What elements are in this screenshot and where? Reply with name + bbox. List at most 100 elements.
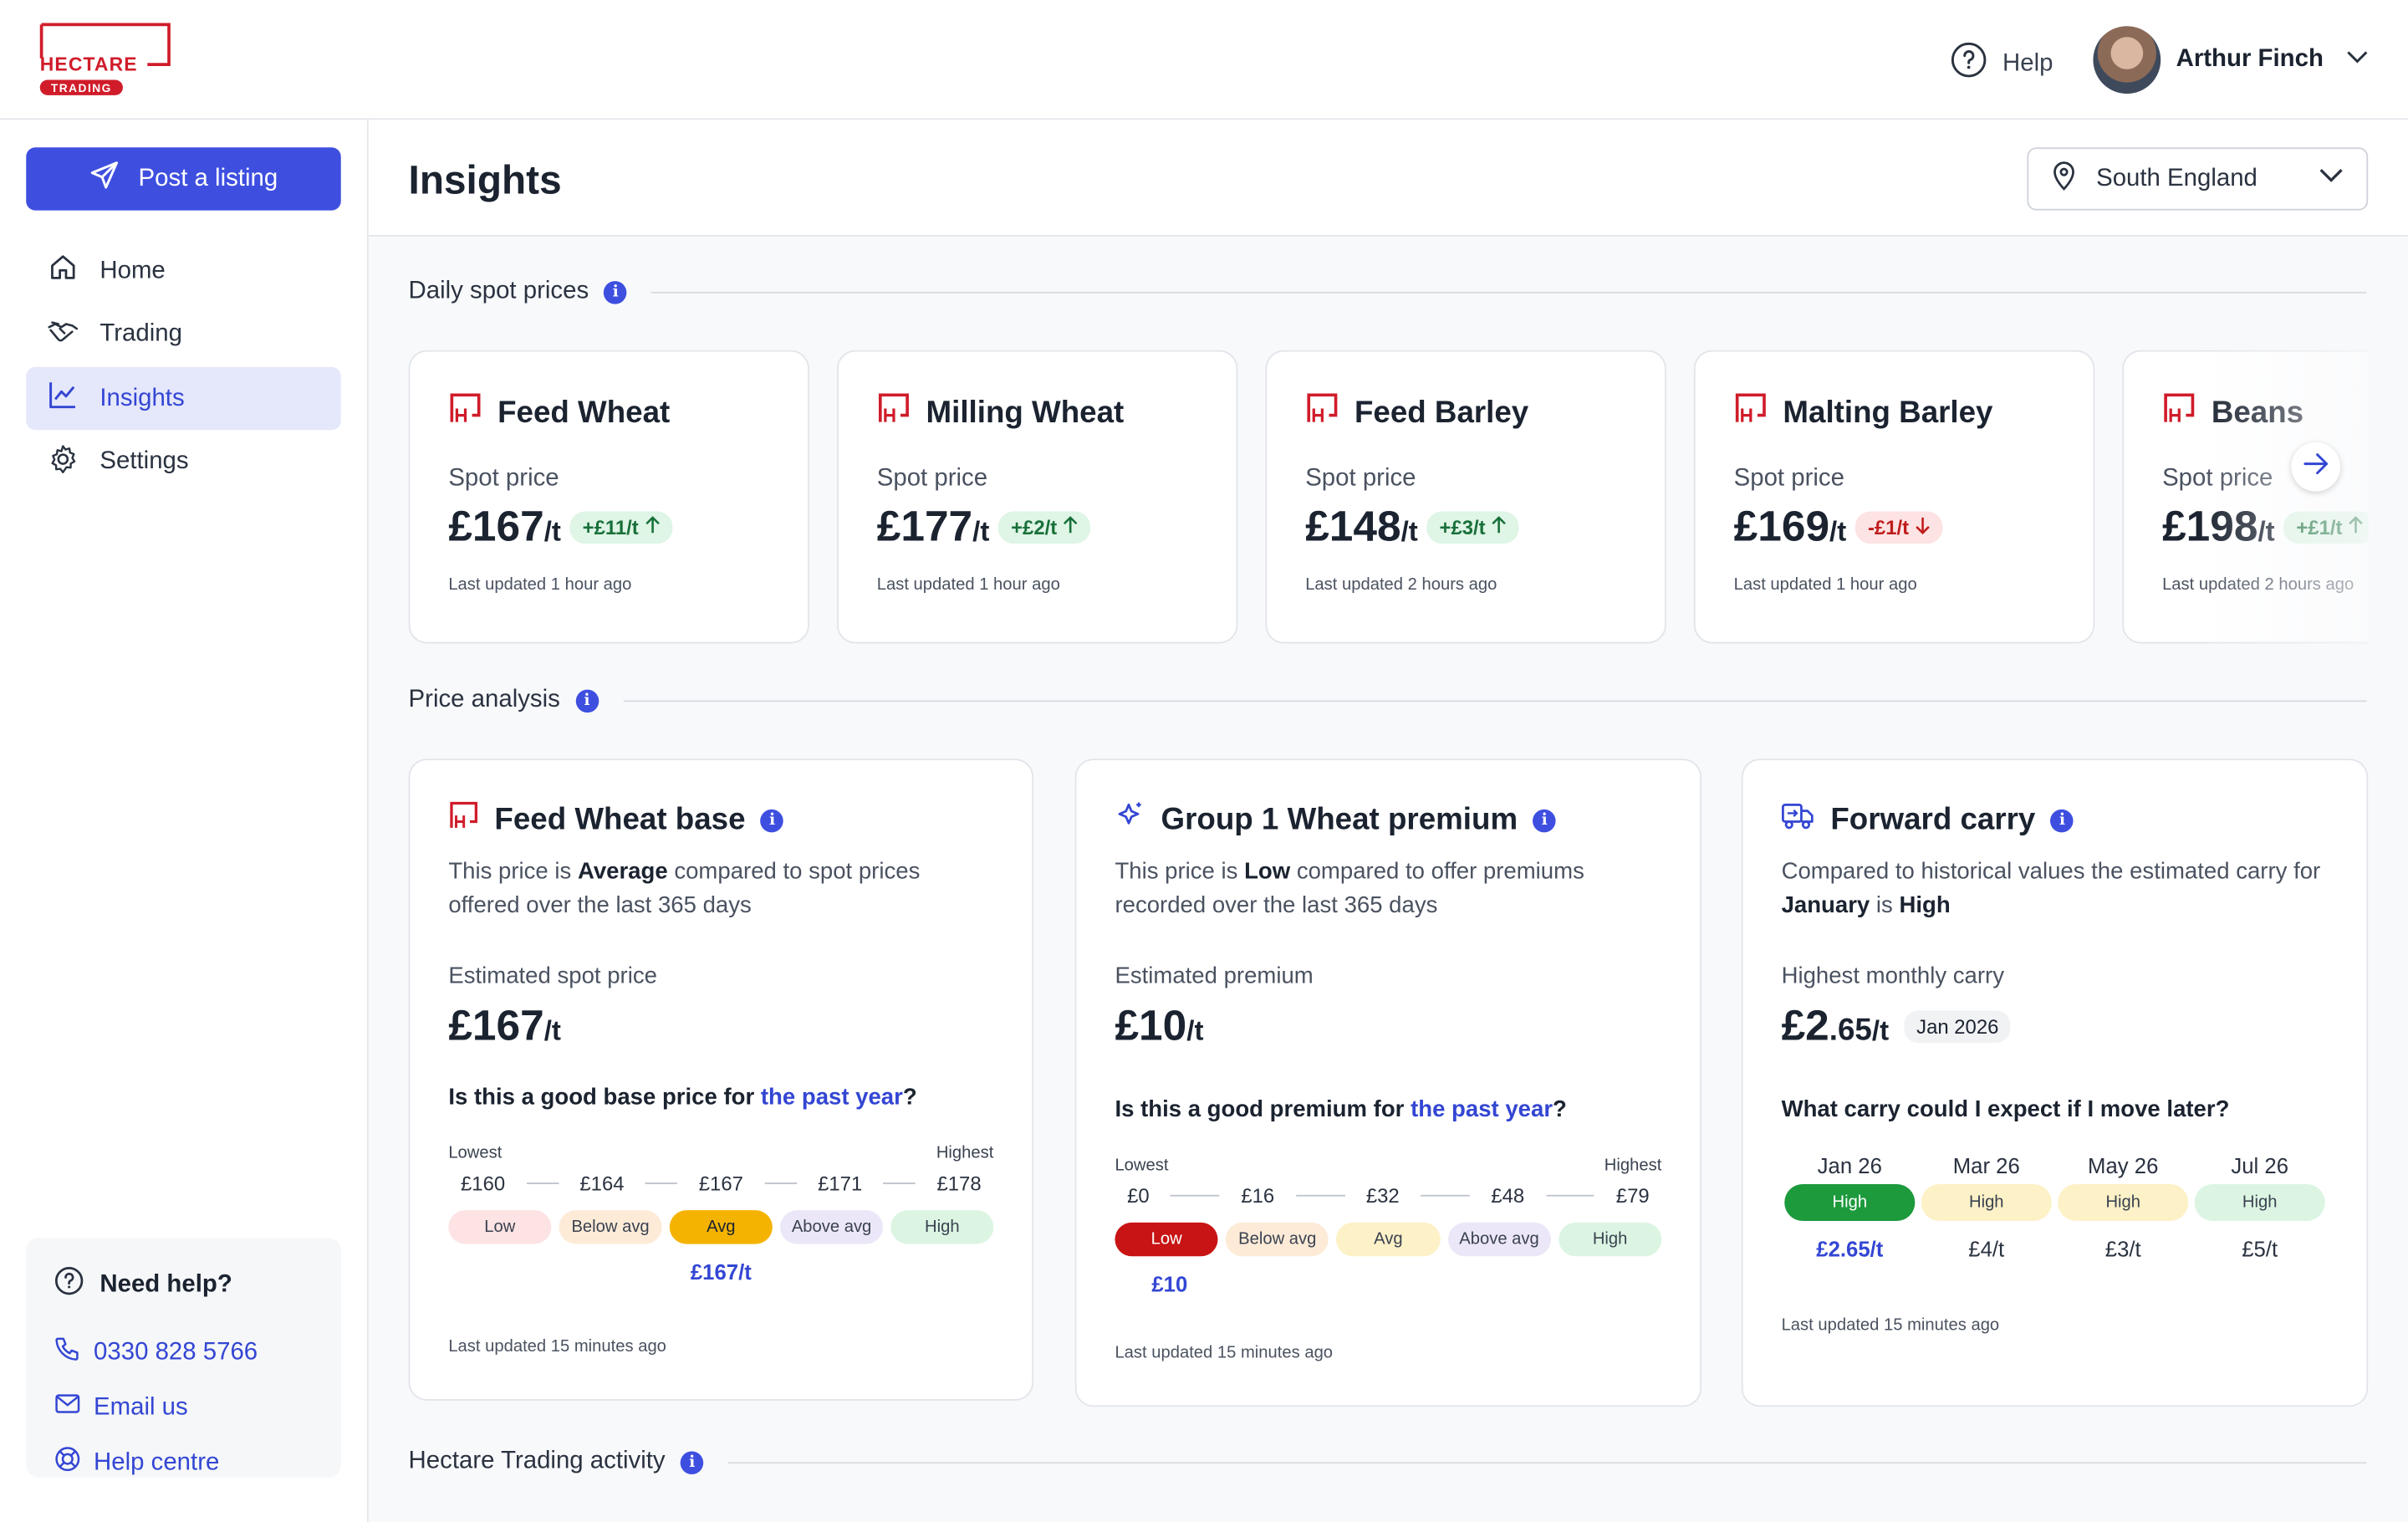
spot-price-label: Spot price [1733, 465, 1844, 492]
sidebar-item-settings[interactable]: Settings [26, 431, 341, 493]
sidebar-item-label: Home [99, 257, 166, 283]
need-help-heading: Need help? [54, 1265, 313, 1304]
card-title: Feed Wheat base [494, 802, 746, 836]
lowest-label: Lowest [448, 1144, 503, 1163]
feed-wheat-base-card: Feed Wheat base i This price is Average … [408, 758, 1034, 1401]
need-help-panel: Need help? 0330 828 5766 Email us Help c… [26, 1238, 341, 1480]
past-year-link[interactable]: the past year [760, 1084, 903, 1111]
home-icon [48, 252, 79, 290]
spot-price-value: £177/t [876, 502, 990, 550]
info-icon[interactable]: i [2050, 808, 2074, 832]
estimated-premium: £10/t [1115, 1001, 1204, 1050]
truck-icon [1782, 800, 1815, 840]
scale-bands: Low Below avg Avg Above avg High [448, 1210, 994, 1244]
carry-value: £2.65/t [1816, 1236, 1884, 1261]
group1-wheat-premium-card: Group 1 Wheat premium i This price is Lo… [1074, 758, 1702, 1407]
divider [623, 699, 2367, 702]
spot-price-label: Spot price [1305, 465, 1416, 492]
crop-name: Feed Wheat [497, 395, 671, 430]
scale-band: High [890, 1210, 994, 1244]
sidebar-item-trading[interactable]: Trading [26, 304, 341, 366]
price-change-badge: +£2/t [998, 510, 1091, 544]
spot-card[interactable]: Malting Barley Spot price £169/t -£1/t Last … [1693, 350, 2095, 644]
carry-month-label: Mar 26 [1952, 1153, 2020, 1178]
help-centre-link[interactable]: Help centre [54, 1445, 313, 1480]
divider [651, 291, 2367, 293]
scale-band: Above avg [780, 1210, 884, 1244]
scale-ticks: £160 £164 £167 £171 £178 [448, 1172, 993, 1195]
last-updated: Last updated 15 minutes ago [1115, 1343, 1334, 1362]
past-year-link[interactable]: the past year [1411, 1096, 1553, 1123]
lowest-label: Lowest [1115, 1156, 1169, 1175]
last-updated: Last updated 1 hour ago [448, 575, 632, 595]
post-listing-button[interactable]: Post a listing [26, 147, 341, 211]
section-trading-activity: Hectare Trading activity i [409, 1448, 2367, 1476]
phone-number: 0330 828 5766 [94, 1338, 258, 1365]
sparkle-icon [1115, 800, 1145, 840]
email-link[interactable]: Email us [54, 1390, 313, 1425]
sidebar-item-label: Insights [99, 385, 185, 411]
spot-price-value: £148/t [1305, 502, 1418, 550]
carry-value: £5/t [2242, 1236, 2278, 1261]
question-text: Is this a good base price for the past y… [448, 1084, 917, 1111]
phone-link[interactable]: 0330 828 5766 [54, 1335, 313, 1370]
carry-month: May 26 High £3/t [2055, 1153, 2191, 1261]
gear-icon [48, 443, 79, 482]
forward-carry-card: Forward carry i Compared to historical v… [1741, 758, 2369, 1407]
info-icon[interactable]: i [1533, 808, 1557, 832]
hectare-mark-icon [2162, 391, 2196, 434]
info-icon[interactable]: i [604, 280, 628, 304]
scale-tick-label: £16 [1241, 1183, 1275, 1208]
spot-card[interactable]: Feed Barley Spot price £148/t +£3/t Last upd… [1265, 350, 1666, 644]
carry-value: £4/t [1968, 1236, 2005, 1261]
hectare-trading-logo[interactable]: HECTARE TRADING [37, 22, 175, 99]
scale-band: Below avg [1226, 1222, 1329, 1257]
send-icon [89, 160, 120, 198]
region-select[interactable]: South England [2027, 147, 2369, 211]
user-name: Arthur Finch [2176, 46, 2324, 73]
card-title: Group 1 Wheat premium [1161, 802, 1518, 836]
price-scale: Lowest Highest £160 £164 £167 £171 £178 Low Belo… [448, 1144, 994, 1287]
carry-date-badge: Jan 2026 [1904, 1009, 2012, 1043]
scale-bands: Low Below avg Avg Above avg High [1115, 1222, 1662, 1257]
arrow-up-icon [1064, 515, 1079, 539]
hectare-mark-icon [877, 391, 911, 434]
top-bar: HECTARE TRADING Help Arthur Finch [0, 0, 2408, 120]
carousel-next-button[interactable] [2291, 442, 2341, 492]
section-title: Daily spot prices [408, 278, 589, 304]
scale-ticks: £0 £16 £32 £48 £79 [1115, 1184, 1661, 1208]
info-icon[interactable]: i [681, 1450, 704, 1474]
carry-month-label: Jan 26 [1817, 1153, 1882, 1178]
sidebar-item-home[interactable]: Home [26, 239, 341, 302]
user-menu[interactable]: Arthur Finch [2093, 26, 2370, 94]
carousel-fade [2197, 350, 2369, 646]
spot-card[interactable]: Milling Wheat Spot price £177/t +£2/t Last u… [837, 350, 1238, 644]
phone-icon [54, 1335, 81, 1370]
scale-tick-label: £32 [1365, 1183, 1400, 1208]
help-link[interactable]: Help [1951, 42, 2053, 86]
spot-card[interactable]: Feed Wheat Spot price £167/t +£11/t Last upd… [408, 350, 809, 644]
estimated-premium-label: Estimated premium [1115, 963, 1314, 989]
info-icon[interactable]: i [760, 808, 784, 832]
scale-tick-label: £48 [1491, 1183, 1525, 1208]
svg-text:HECTARE: HECTARE [40, 53, 138, 74]
scale-tick-label: £79 [1615, 1183, 1650, 1208]
highest-carry-value: £2.65/t [1781, 1001, 1890, 1050]
sidebar-item-label: Settings [99, 448, 189, 475]
price-change-badge: +£11/t [569, 510, 673, 544]
info-icon[interactable]: i [575, 688, 599, 712]
question-circle-icon [1951, 42, 1987, 86]
sidebar-item-label: Trading [99, 320, 182, 348]
carry-month: Jan 26 High £2.65/t [1782, 1153, 1918, 1261]
estimated-spot-label: Estimated spot price [448, 963, 657, 989]
carry-month-label: May 26 [2088, 1153, 2159, 1178]
sidebar-item-insights[interactable]: Insights [26, 366, 341, 431]
carry-value: £3/t [2104, 1236, 2141, 1261]
sidebar-nav: Home Trading Insights Settings [26, 239, 341, 494]
spot-price-label: Spot price [448, 465, 559, 492]
chart-line-icon [48, 380, 79, 418]
last-updated: Last updated 1 hour ago [876, 575, 1060, 595]
carry-months: Jan 26 High £2.65/t Mar 26 High £4/t May 26 Hig… [1782, 1153, 2329, 1261]
scale-band: Avg [1336, 1222, 1441, 1257]
card-description: This price is Low compared to offer prem… [1115, 858, 1584, 919]
